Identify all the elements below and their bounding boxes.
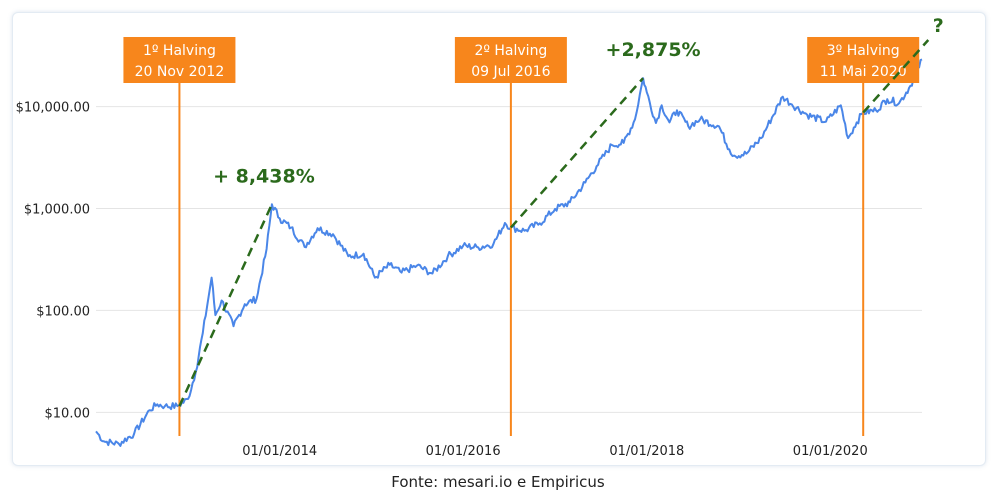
halving-marker-1: 1º Halving 20 Nov 2012 [123,37,236,436]
price-chart: $10.00 $100.00 $1,000.00 $10,000.00 01/01/2… [16,15,944,459]
y-tick-label: $10.00 [45,406,91,421]
trend-dash [509,77,645,229]
x-axis: 01/01/2014 01/01/2016 01/01/2018 01/01/2020 [242,444,868,459]
halving-label-date: 09 Jul 2016 [471,64,550,80]
halving-label-title: 3º Halving [827,43,900,59]
halving-label-box [454,37,567,83]
trend-dash [178,203,274,407]
x-tick-label: 01/01/2018 [609,444,684,459]
trend-dash [862,39,930,114]
trend-line-3: ? [862,15,944,114]
halving-label-title: 1º Halving [143,43,216,59]
x-tick-label: 01/01/2014 [242,444,317,459]
y-axis: $10.00 $100.00 $1,000.00 $10,000.00 [16,101,90,422]
price-line [95,58,923,447]
x-tick-label: 01/01/2016 [426,444,501,459]
halving-label-title: 2º Halving [474,43,547,59]
series-layer [95,58,923,447]
trend-line-2: +2,875% [509,39,701,229]
trend-label: ? [933,15,944,37]
halving-marker-2: 2º Halving 09 Jul 2016 [454,37,567,436]
trend-label: +2,875% [606,39,701,61]
trend-line-1: + 8,438% [178,165,315,407]
y-tick-label: $10,000.00 [16,101,90,116]
halving-marker-3: 3º Halving 11 Mai 2020 [807,37,920,436]
halving-label-box [123,37,236,83]
halving-label-box [807,37,920,83]
chart-card [12,12,986,466]
y-tick-label: $100.00 [36,304,90,319]
grid-lines [96,106,922,413]
halving-markers: 1º Halving 20 Nov 2012 2º Halving 09 Jul 20… [123,37,920,436]
x-tick-label: 01/01/2020 [793,444,868,459]
trend-lines: + 8,438% +2,875%? [178,15,944,407]
y-tick-label: $1,000.00 [24,202,90,217]
halving-label-date: 11 Mai 2020 [820,64,907,80]
trend-label: + 8,438% [213,165,315,187]
halving-label-date: 20 Nov 2012 [135,64,225,80]
source-caption: Fonte: mesari.io e Empiricus [391,473,605,491]
